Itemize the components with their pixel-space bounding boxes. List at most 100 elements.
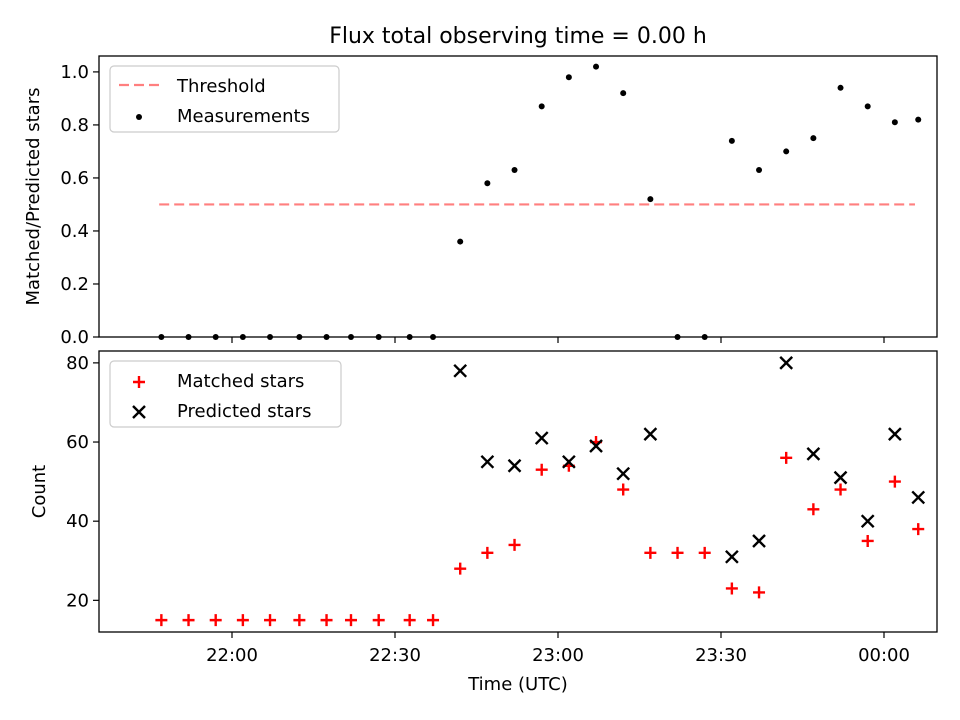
matched-star-point xyxy=(293,614,306,627)
matched-star-point xyxy=(320,614,333,627)
predicted-star-point xyxy=(779,356,794,370)
matched-star-point xyxy=(403,614,416,627)
y-axis-label: Count xyxy=(29,465,50,518)
matched-star-point xyxy=(644,546,657,559)
measurement-point xyxy=(239,334,246,340)
legend-label: Threshold xyxy=(176,76,266,97)
y-tick-label: 1.0 xyxy=(60,62,89,83)
measurement-point xyxy=(538,103,545,110)
measurement-point xyxy=(593,63,600,70)
measurement-point xyxy=(347,334,354,340)
legend-label: Matched stars xyxy=(177,371,304,392)
predicted-star-point xyxy=(860,514,875,529)
matched-star-point xyxy=(508,538,521,551)
matched-star-point xyxy=(861,534,874,547)
measurement-point xyxy=(915,116,922,123)
x-tick-label: 23:30 xyxy=(695,645,747,666)
measurement-point xyxy=(565,74,572,81)
predicted-star-point xyxy=(480,454,495,469)
bottom-panel: 20 40 60 80 22:00 22:30 23:00 23:30 00:00 Count Ma… xyxy=(29,350,938,666)
predicted-star-point xyxy=(453,363,468,378)
measurement-point xyxy=(837,84,844,91)
matched-star-point xyxy=(454,562,467,575)
matched-star-point xyxy=(834,483,847,496)
measurement-point xyxy=(457,238,464,245)
matched-star-point xyxy=(912,523,925,536)
x-tick-label: 23:00 xyxy=(532,645,584,666)
measurement-point xyxy=(430,334,437,340)
predicted-star-point xyxy=(806,447,821,461)
measurement-point xyxy=(701,334,708,340)
legend: Threshold Measurements xyxy=(109,65,340,133)
matched-star-point xyxy=(780,451,793,464)
matched-star-point xyxy=(264,614,277,627)
y-tick-label: 0.6 xyxy=(60,168,89,189)
legend-box xyxy=(109,360,342,428)
y-tick-label: 0.8 xyxy=(60,115,89,136)
axes-frame xyxy=(98,55,938,338)
matched-star-point xyxy=(617,483,630,496)
predicted-star-point xyxy=(562,454,576,469)
measurement-point xyxy=(810,135,817,142)
matched-star-point xyxy=(209,614,222,627)
top-panel: 0.0 0.2 0.4 0.6 0.8 1.0 Matched/Predicted star… xyxy=(23,55,938,348)
y-tick-label: 0.2 xyxy=(60,274,89,295)
matched-star-point xyxy=(236,614,249,627)
measurement-point xyxy=(674,334,681,340)
predicted-star-point xyxy=(725,549,739,564)
measurement-point xyxy=(891,119,898,126)
measurement-point xyxy=(728,137,735,144)
measurement-point xyxy=(511,166,518,173)
legend-matched-marker xyxy=(133,376,145,388)
y-tick-label: 20 xyxy=(66,590,89,611)
measurement-point xyxy=(783,148,790,155)
measurement-point xyxy=(864,103,871,110)
y-tick-label: 0.4 xyxy=(60,221,89,242)
legend-measurement-marker xyxy=(136,114,142,120)
predicted-star-point xyxy=(589,439,603,453)
matched-star-point xyxy=(155,614,168,627)
measurement-point xyxy=(323,334,330,340)
matched-star-point xyxy=(725,582,738,595)
legend-label: Measurements xyxy=(177,106,310,127)
matched-star-point xyxy=(671,546,684,559)
legend: Matched stars Predicted stars xyxy=(109,360,342,428)
predicted-star-point xyxy=(911,490,926,505)
legend-box xyxy=(109,65,340,133)
predicted-star-point xyxy=(643,427,658,441)
predicted-star-point xyxy=(507,458,522,473)
matched-star-point xyxy=(182,614,195,627)
x-tick-label: 00:00 xyxy=(858,645,910,666)
matched-star-point xyxy=(535,463,548,476)
measurement-point xyxy=(647,196,654,203)
y-tick-label: 80 xyxy=(66,353,89,374)
predicted-star-point xyxy=(616,466,631,481)
y-tick-label: 0.0 xyxy=(60,327,89,348)
matched-star-point xyxy=(698,546,711,559)
matched-star-point xyxy=(427,614,440,627)
predicted-star-point xyxy=(833,470,848,485)
measurement-point xyxy=(296,334,303,340)
legend-label: Predicted stars xyxy=(177,401,311,422)
y-tick-label: 60 xyxy=(66,432,89,453)
measurement-point xyxy=(158,334,165,340)
measurement-point xyxy=(484,180,491,187)
x-axis-label: Time (UTC) xyxy=(467,674,568,695)
measurement-point xyxy=(406,334,413,340)
predicted-star-point xyxy=(888,427,902,441)
measurement-point xyxy=(212,334,219,340)
matched-star-point xyxy=(481,546,494,559)
predicted-star-point xyxy=(534,431,549,445)
matched-star-point xyxy=(372,614,385,627)
matched-star-point xyxy=(753,586,766,599)
measurement-point xyxy=(185,334,192,340)
x-tick-label: 22:30 xyxy=(369,645,421,666)
axes-frame xyxy=(98,350,938,633)
chart-title: Flux total observing time = 0.00 h xyxy=(329,24,707,49)
measurement-point xyxy=(756,166,763,173)
measurement-point xyxy=(620,90,627,97)
y-axis-label: Matched/Predicted stars xyxy=(23,88,44,306)
measurement-point xyxy=(267,334,274,340)
x-tick-label: 22:00 xyxy=(206,645,258,666)
